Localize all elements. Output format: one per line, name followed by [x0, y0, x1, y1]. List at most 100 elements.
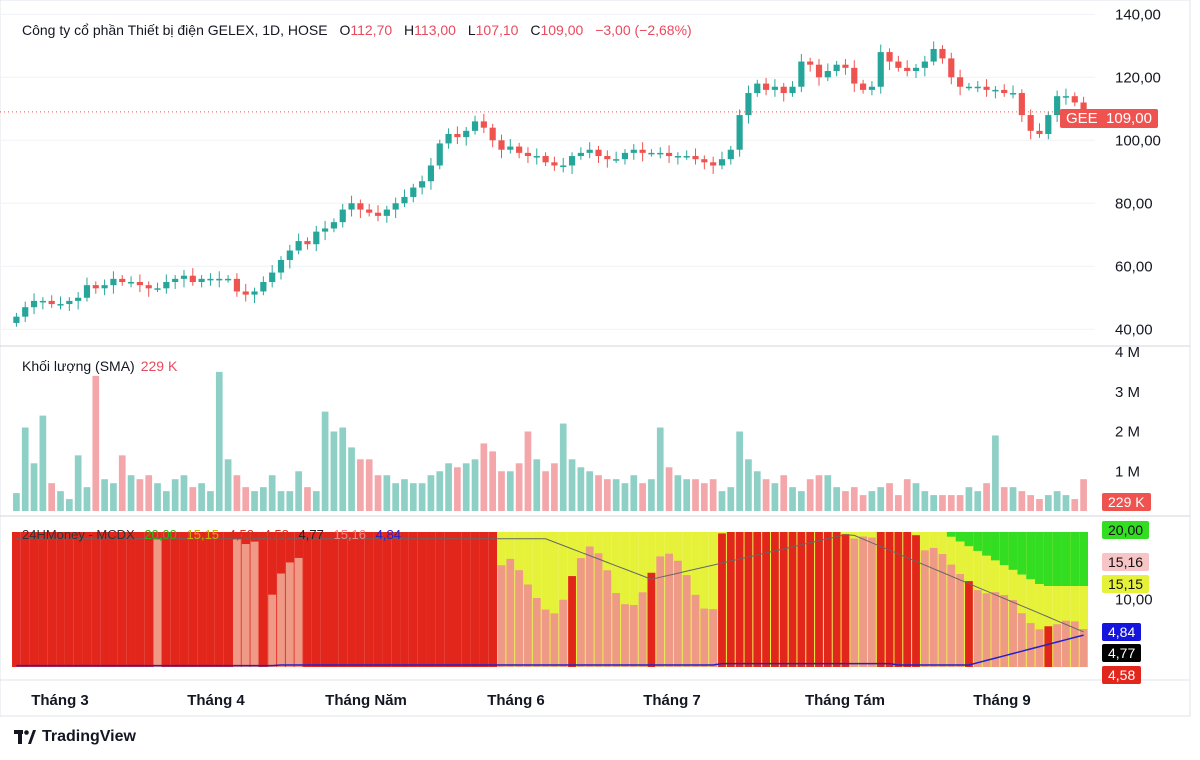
indicator-badge-green: 20,00	[1102, 521, 1150, 539]
candle-body	[701, 159, 708, 163]
mcdx-bar	[153, 539, 162, 667]
mcdx-bar	[991, 592, 1000, 667]
brand-label: TradingView	[42, 728, 136, 745]
mcdx-bar-bg	[1079, 532, 1088, 667]
volume-bar	[762, 479, 770, 511]
mcdx-bar	[56, 532, 65, 667]
volume-bar	[515, 463, 523, 511]
mcdx-bar	[21, 532, 30, 667]
volume-bar	[392, 483, 400, 511]
candle-body	[180, 275, 188, 279]
mcdx-bar	[550, 613, 559, 667]
volume-bar	[674, 475, 682, 511]
volume-bar	[427, 475, 435, 511]
volume-bar	[1009, 487, 1017, 511]
mcdx-bar	[391, 532, 400, 667]
candle-body	[480, 121, 487, 128]
mcdx-bar	[38, 532, 47, 667]
candle-body	[1080, 102, 1087, 112]
mcdx-bar-green	[1026, 532, 1036, 580]
mcdx-bar	[576, 558, 585, 667]
candle-body	[762, 83, 770, 90]
candle-body	[710, 162, 717, 166]
volume-bar	[577, 467, 585, 511]
tradingview-logo[interactable]: TradingView	[14, 728, 136, 746]
volume-bar	[683, 479, 691, 511]
candle-body	[454, 133, 461, 138]
candle-body	[83, 285, 91, 298]
low-value: 107,10	[475, 22, 519, 38]
volume-bar	[92, 375, 100, 511]
candle-body	[965, 86, 973, 89]
volume-bar	[83, 487, 91, 511]
candle-body	[463, 130, 470, 138]
mcdx-bar	[135, 532, 144, 667]
candle-body	[136, 282, 143, 286]
mcdx-bar	[912, 535, 920, 667]
volume-bar	[656, 427, 664, 511]
volume-bar	[295, 471, 302, 511]
candle-body	[471, 121, 479, 131]
mcdx-bar	[524, 584, 532, 667]
volume-bar	[260, 487, 267, 511]
mcdx-blue-line	[16, 634, 1084, 667]
volume-bar	[780, 475, 788, 511]
candle-body	[189, 275, 196, 283]
volume-bar	[603, 479, 611, 511]
mcdx-bar	[965, 581, 973, 667]
indicator-value-5: 4,77	[298, 527, 324, 542]
candle-body	[860, 83, 867, 90]
mcdx-bar-green	[973, 532, 983, 551]
volume-bar	[498, 471, 505, 511]
volume-bar	[48, 483, 56, 511]
candle-body	[339, 209, 346, 223]
candle-body	[727, 149, 734, 160]
volume-bar	[692, 479, 699, 511]
volume-bar	[595, 475, 602, 511]
mcdx-bar-bg	[620, 532, 630, 667]
mcdx-bar-bg	[541, 532, 550, 667]
candle-body	[921, 61, 928, 68]
candle-body	[419, 181, 426, 188]
candle-body	[110, 278, 117, 286]
candle-body	[939, 48, 946, 59]
volume-bar	[21, 427, 29, 511]
mcdx-bar	[347, 532, 356, 667]
candle-body	[745, 93, 752, 116]
candle-body	[930, 48, 937, 62]
candle-body	[657, 152, 664, 155]
mcdx-bar	[47, 532, 56, 667]
candle-body	[560, 165, 567, 167]
volume-bar	[1053, 491, 1061, 511]
candle-body	[833, 64, 840, 71]
candle-body	[1054, 96, 1061, 116]
volume-bar	[850, 487, 858, 511]
mcdx-bar	[294, 557, 303, 667]
mcdx-bar	[100, 532, 109, 667]
mcdx-bar	[338, 532, 347, 667]
mcdx-bar-green	[1035, 532, 1044, 584]
volume-bar	[1036, 499, 1043, 511]
volume-bar	[506, 471, 514, 511]
volume-bar	[198, 483, 205, 511]
price-badge: GEE 109,00	[1060, 109, 1158, 128]
candle-body	[313, 231, 320, 245]
indicator-badge-black: 4,77	[1102, 644, 1142, 662]
volume-bar	[401, 479, 408, 511]
volume-bar	[1062, 495, 1070, 511]
volume-axis-tick: 2 M	[1115, 424, 1140, 441]
volume-bar	[127, 475, 135, 511]
volume-legend: Khối lượng (SMA) 229 K	[22, 358, 177, 374]
mcdx-bar	[815, 532, 823, 667]
mcdx-bar-green	[1052, 532, 1062, 586]
mcdx-bar	[1000, 595, 1009, 667]
mcdx-bar	[312, 532, 321, 667]
tradingview-icon	[14, 730, 36, 744]
mcdx-bar	[788, 532, 797, 667]
candle-body	[172, 278, 179, 283]
mcdx-bar-bg	[558, 532, 568, 667]
open-label: O	[339, 22, 351, 38]
mcdx-bar	[206, 532, 215, 667]
mcdx-bar	[409, 532, 418, 667]
candle-body	[242, 291, 249, 295]
